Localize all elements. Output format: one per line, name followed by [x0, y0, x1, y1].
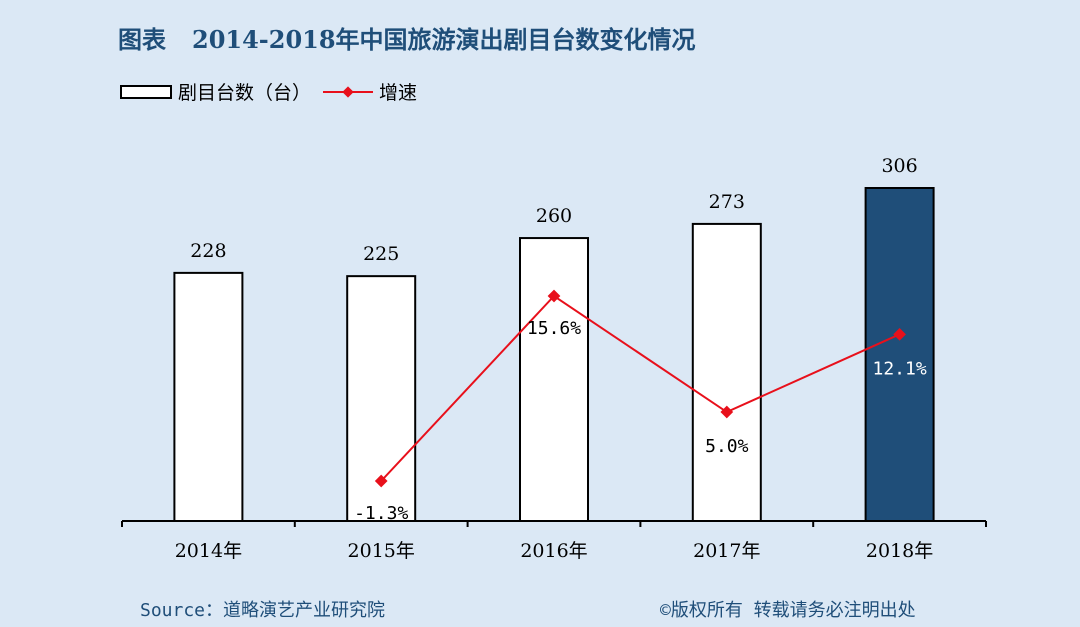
x-tick-label: 2018年: [866, 540, 933, 562]
growth-data-label: -1.3%: [354, 503, 408, 524]
legend-line-label: 增速: [379, 82, 418, 104]
growth-line: [380, 294, 901, 482]
legend-line-swatch: [323, 85, 374, 98]
chart-title: 图表 2014-2018年中国旅游演出剧目台数变化情况: [118, 20, 696, 55]
bar-2014年: [173, 271, 244, 522]
bar-2017年: [691, 222, 762, 522]
bar-value-label: 273: [709, 191, 745, 213]
title-text: 2014-2018年中国旅游演出剧目台数变化情况: [192, 25, 696, 54]
x-tick-label: 2017年: [693, 540, 760, 562]
legend-bar-swatch: [120, 84, 172, 99]
x-tick-label: 2015年: [348, 540, 415, 562]
bar-value-label: 225: [363, 243, 399, 265]
x-tick-label: 2014年: [175, 540, 242, 562]
bar-2016年: [519, 237, 589, 522]
legend-bar-label: 剧目台数（台）: [178, 82, 312, 104]
copyright-note: ©版权所有 转载请务必注明出处: [660, 600, 916, 621]
bar-value-label: 228: [190, 240, 226, 262]
bar-value-label: 306: [881, 155, 917, 177]
legend: 剧目台数（台） 增速: [120, 78, 417, 105]
growth-data-label: 15.6%: [527, 318, 581, 339]
growth-data-label: 5.0%: [705, 436, 749, 457]
growth-point: [374, 474, 388, 488]
source-note: Source：道略演艺产业研究院: [140, 600, 386, 621]
x-tick-label: 2016年: [520, 540, 587, 562]
growth-data-label: 12.1%: [873, 358, 927, 379]
bar-value-label: 260: [536, 205, 572, 227]
title-label: 图表: [118, 25, 166, 54]
bar-2018年: [864, 187, 935, 522]
